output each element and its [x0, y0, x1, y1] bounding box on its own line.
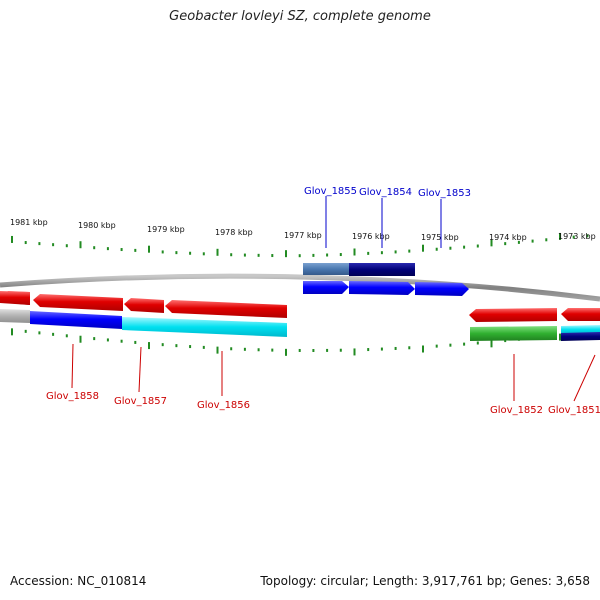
gene-arrow-glov-1858[interactable]: [33, 294, 123, 311]
scale-label: 1978 kbp: [215, 228, 253, 237]
genome-backbone: [0, 273, 600, 302]
gene-label-glov-1857[interactable]: Glov_1857: [114, 396, 167, 407]
scale-label: 1974 kbp: [489, 233, 527, 242]
gene-arrow-glov-1853[interactable]: [415, 282, 469, 296]
gene-block-grey[interactable]: [0, 309, 30, 323]
gene-arrow-glov-1852[interactable]: [469, 308, 557, 322]
scale-label: 1980 kbp: [78, 221, 116, 230]
gene-label-glov-1856[interactable]: Glov_1856: [197, 400, 250, 411]
genome-title: Geobacter lovleyi SZ, complete genome: [169, 9, 431, 24]
gene-label-glov-1855[interactable]: Glov_1855: [304, 186, 357, 197]
gene-block-glov-1855[interactable]: [303, 263, 349, 275]
scale-label: 1975 kbp: [421, 233, 459, 242]
gene-label-glov-1854[interactable]: Glov_1854: [359, 187, 412, 198]
gene-label-glov-1858[interactable]: Glov_1858: [46, 391, 99, 402]
gene-label-glov-1851[interactable]: Glov_1851: [548, 405, 600, 416]
gene-block-blue-1858[interactable]: [30, 311, 122, 329]
topology-text: Topology: circular; Length: 3,917,761 bp…: [260, 574, 590, 588]
callout-line: [71, 343, 74, 389]
scale-label: 1976 kbp: [352, 232, 390, 241]
gene-arrow-glov-1856[interactable]: [165, 300, 287, 318]
gene-arrow-glov-1859[interactable]: [2, 291, 30, 305]
gene-arrow-glov-1857[interactable]: [124, 298, 164, 313]
callout-line: [138, 346, 142, 393]
gene-arrow-glov-1851[interactable]: [561, 308, 600, 321]
callout-line: [573, 354, 596, 402]
gene-label-glov-1853[interactable]: Glov_1853: [418, 188, 471, 199]
gene-block-green-1852[interactable]: [470, 326, 557, 341]
scale-label: 1981 kbp: [10, 218, 48, 227]
gene-block-cyan-1851[interactable]: [561, 325, 600, 334]
scale-ticks-upper: [11, 232, 589, 258]
accession-text: Accession: NC_010814: [10, 574, 147, 588]
gene-label-glov-1852[interactable]: Glov_1852: [490, 405, 543, 416]
gene-block-navy-1851[interactable]: [561, 332, 600, 341]
scale-label: 1973 kbp: [558, 232, 596, 241]
gene-block-cyan-1857[interactable]: [122, 317, 287, 337]
gene-block-glov-1854[interactable]: [349, 263, 415, 276]
gene-arrow-glov-1854[interactable]: [349, 281, 415, 295]
scale-label: 1977 kbp: [284, 231, 322, 240]
gene-arrow-glov-1855[interactable]: [303, 281, 349, 294]
scale-label: 1979 kbp: [147, 225, 185, 234]
